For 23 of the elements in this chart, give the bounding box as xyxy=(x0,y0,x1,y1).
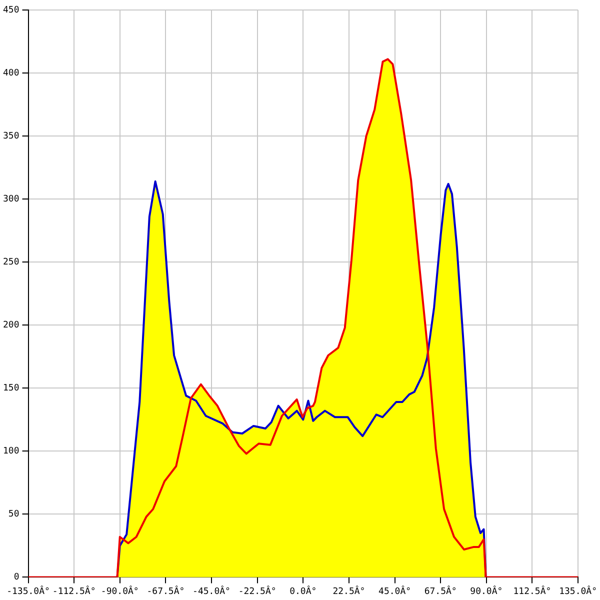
y-tick-label: 0 xyxy=(14,572,20,583)
y-tick-label: 100 xyxy=(2,446,20,456)
x-tick-label: 90.0Â° xyxy=(470,584,503,597)
y-tick-label: 300 xyxy=(2,194,20,204)
x-tick-label: -45.0Â° xyxy=(192,584,230,597)
x-tick-label: -67.5Â° xyxy=(146,584,185,597)
x-tick-label: -90.0Â° xyxy=(100,584,139,597)
y-tick-label: 450 xyxy=(2,5,20,16)
y-tick-label: 200 xyxy=(2,320,20,330)
y-tick-label: 250 xyxy=(2,257,20,268)
x-tick-label: 22.5Â° xyxy=(332,584,366,597)
y-tick-label: 50 xyxy=(8,510,20,520)
y-tick-label: 350 xyxy=(2,131,20,142)
x-tick-label: 112.5Â° xyxy=(513,584,552,597)
x-tick-label: 67.5Â° xyxy=(424,584,457,597)
x-tick-label: 0.0Â° xyxy=(290,584,317,597)
x-tick-label: -112.5Â° xyxy=(52,584,96,597)
y-tick-label: 400 xyxy=(2,68,20,78)
x-tick-label: -135.0Â° xyxy=(6,584,50,597)
x-tick-label: 45.0Â° xyxy=(378,584,412,597)
x-tick-label: 135.0Â° xyxy=(559,584,598,597)
x-tick-label: -22.5Â° xyxy=(238,584,276,597)
y-tick-label: 150 xyxy=(2,383,20,394)
